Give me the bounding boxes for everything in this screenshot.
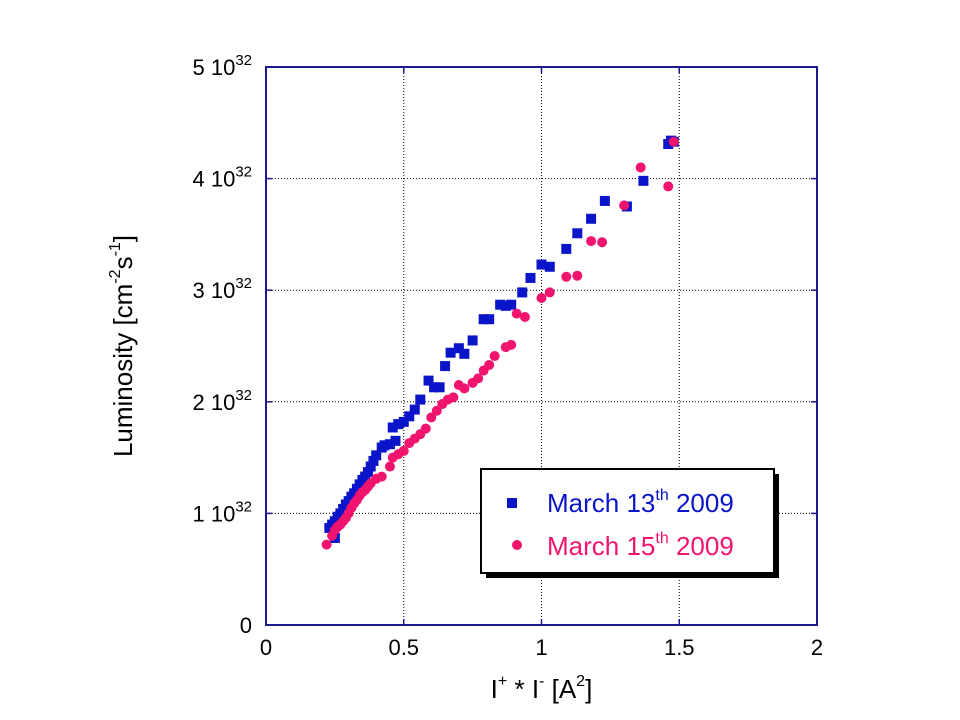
plot-frame [265,66,818,626]
x-tick-labels: 0 0.5 1 1.5 2 [260,635,823,660]
point-series1-34 [473,373,484,384]
point-series0-27 [415,394,426,405]
data-points [321,135,679,550]
point-series1-37 [489,351,500,362]
y-tick-label-4: 4 1032 [192,164,252,192]
point-series1-36 [484,359,495,370]
point-series0-29 [429,382,440,393]
point-series0-31 [440,361,451,372]
point-series0-48 [599,195,610,206]
point-series1-49 [635,162,646,173]
x-tick-label-4: 2 [811,635,823,660]
point-series1-39 [506,339,517,350]
point-series0-25 [404,411,415,422]
point-series0-37 [484,314,495,325]
point-series1-42 [536,293,547,304]
point-series1-41 [519,311,530,322]
point-series0-33 [453,343,464,354]
point-series1-50 [663,181,674,192]
x-tick-label-2: 1 [535,635,547,660]
point-series0-17 [371,450,382,461]
point-series1-43 [544,287,555,298]
point-series0-21 [387,422,398,433]
point-series0-30 [434,382,445,393]
point-series1-51 [668,136,679,147]
point-series0-15 [365,461,376,472]
legend-label-march-15: March 15th 2009 [547,530,734,561]
point-series1-40 [511,308,522,319]
point-series1-44 [561,271,572,282]
point-series0-39 [500,300,511,311]
point-series0-20 [384,439,395,450]
point-series1-46 [586,236,597,247]
point-series1-27 [431,405,442,416]
point-series0-45 [561,243,572,254]
point-series1-30 [448,392,459,403]
legend-marker-march-13 [507,498,517,508]
y-axis-label: Luminosity [cm-2s-1] [107,235,138,457]
x-axis-label: I+ * I- [A2] [491,673,593,704]
point-series1-25 [420,423,431,434]
legend-label-march-13: March 13th 2009 [547,487,734,518]
point-series1-17 [376,471,387,482]
y-tick-labels: 0 1 1032 2 1032 3 1032 4 1032 5 1032 [192,52,252,638]
point-series0-32 [445,347,456,358]
point-series0-38 [495,299,506,310]
point-series0-36 [478,314,489,325]
point-series1-32 [459,383,470,394]
point-series0-41 [517,287,528,298]
point-series0-14 [362,467,373,478]
point-series0-46 [572,228,583,239]
point-series0-42 [525,272,536,283]
legend-box [480,468,775,574]
point-series1-45 [572,270,583,281]
y-tick-label-2: 2 1032 [192,387,252,415]
point-series0-28 [423,375,434,386]
point-series1-18 [384,461,395,472]
point-series0-26 [409,404,420,415]
y-tick-label-3: 3 1032 [192,275,252,303]
point-series1-26 [426,412,437,423]
point-series0-22 [390,435,401,446]
x-tick-label-0: 0 [260,635,272,660]
point-series0-50 [638,175,649,186]
y-tick-label-0: 0 [240,613,252,638]
point-series1-0 [321,539,332,550]
x-tick-label-1: 0.5 [388,635,419,660]
x-tick-label-3: 1.5 [664,635,695,660]
point-series0-34 [459,348,470,359]
point-series1-48 [619,200,630,211]
legend: March 13th 2009 March 15th 2009 [480,468,779,578]
point-series0-19 [379,440,390,451]
point-series0-23 [393,419,404,430]
legend-marker-march-15 [512,540,522,550]
point-series0-16 [368,455,379,466]
point-series1-47 [597,237,608,248]
point-series1-21 [398,445,409,456]
y-tick-label-1: 1 1032 [192,498,252,526]
point-series0-24 [398,416,409,427]
point-series0-43 [536,259,547,270]
y-tick-label-5: 5 1032 [192,52,252,80]
point-series0-35 [467,335,478,346]
point-series0-47 [586,213,597,224]
point-series0-40 [506,299,517,310]
point-series0-44 [544,261,555,272]
